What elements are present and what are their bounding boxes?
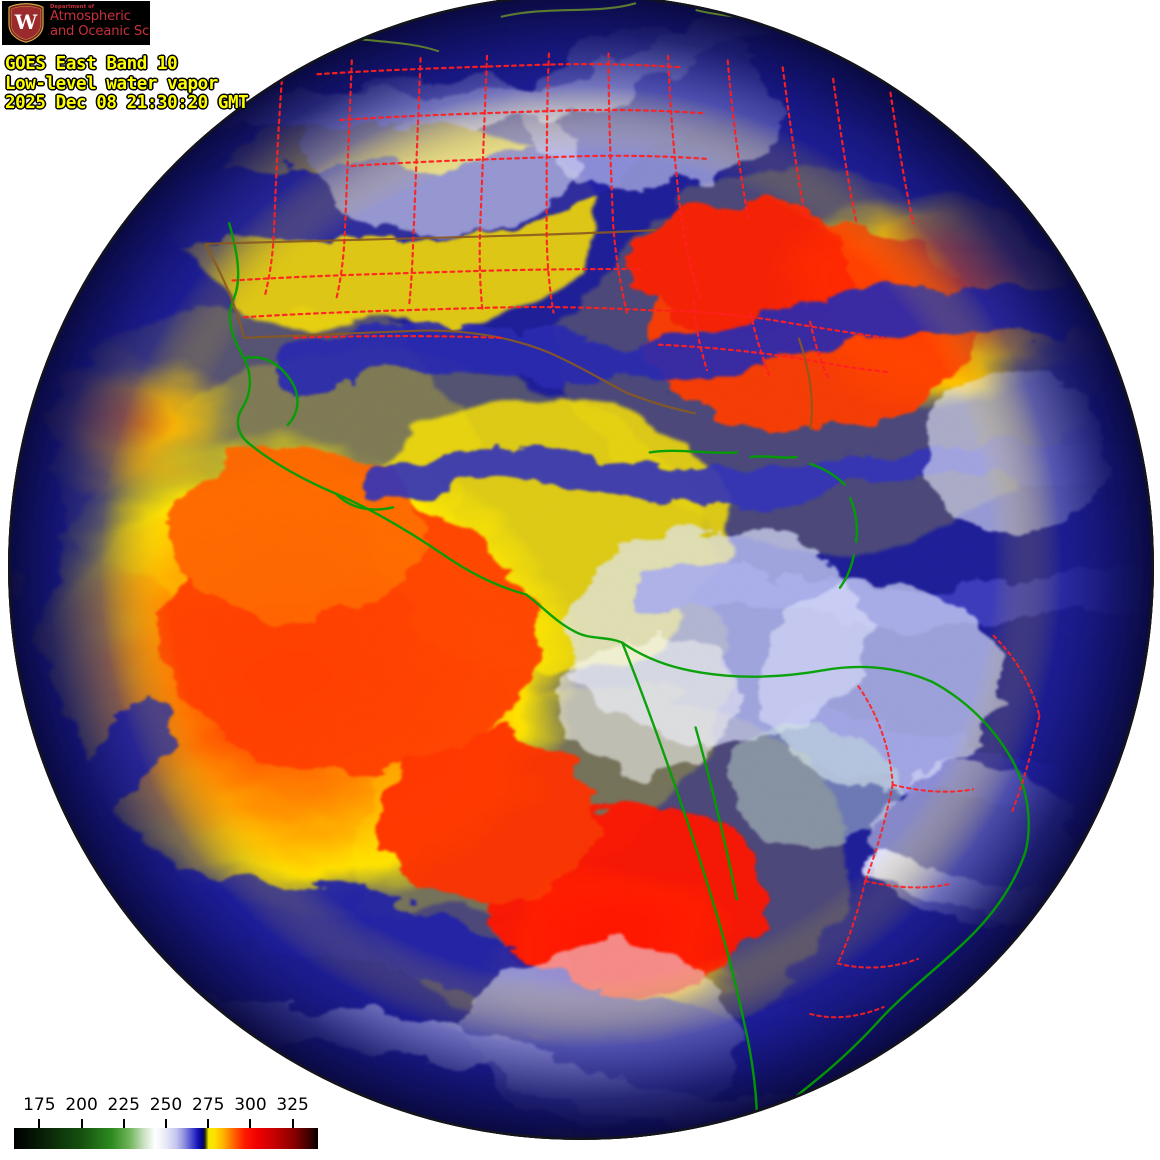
- colorbar-tick: [291, 1119, 294, 1128]
- colorbar: 175 200 225 250 275 300 325: [0, 1095, 340, 1157]
- colorbar-tick-label: 200: [65, 1095, 98, 1115]
- full-disk-globe: [8, 0, 1154, 1140]
- logo-department-label: Department of: [50, 4, 95, 10]
- colorbar-tick-label: 300: [234, 1095, 267, 1115]
- colorbar-tick-labels: 175 200 225 250 275 300 325: [0, 1095, 340, 1119]
- colorbar-tick-label: 175: [23, 1095, 56, 1115]
- colorbar-tick-label: 275: [191, 1095, 225, 1115]
- uw-crest-icon: W: [8, 3, 44, 43]
- colorbar-tick: [207, 1119, 210, 1128]
- colorbar-tick: [122, 1119, 125, 1128]
- colorbar-tick: [80, 1119, 83, 1128]
- colorbar-tick-label: 250: [149, 1095, 183, 1115]
- colorbar-tick-label: 325: [276, 1095, 309, 1115]
- colorbar-ticks: [14, 1119, 318, 1128]
- logo-line-2: and Oceanic Sciences: [50, 23, 150, 39]
- colorbar-tick-label: 225: [107, 1095, 140, 1115]
- globe-disc: [8, 0, 1154, 1140]
- colorbar-tick: [38, 1119, 41, 1128]
- colorbar-tick: [249, 1119, 252, 1128]
- colorbar-tick: [165, 1119, 167, 1128]
- svg-text:W: W: [14, 10, 38, 34]
- water-vapor-imagery: [8, 0, 1154, 1140]
- uw-aos-logo: W Department of Atmospheric and Oceanic …: [2, 1, 150, 45]
- logo-line-1: Atmospheric: [50, 9, 131, 24]
- colorbar-gradient: [14, 1128, 318, 1149]
- globe-limb: [8, 0, 1154, 1140]
